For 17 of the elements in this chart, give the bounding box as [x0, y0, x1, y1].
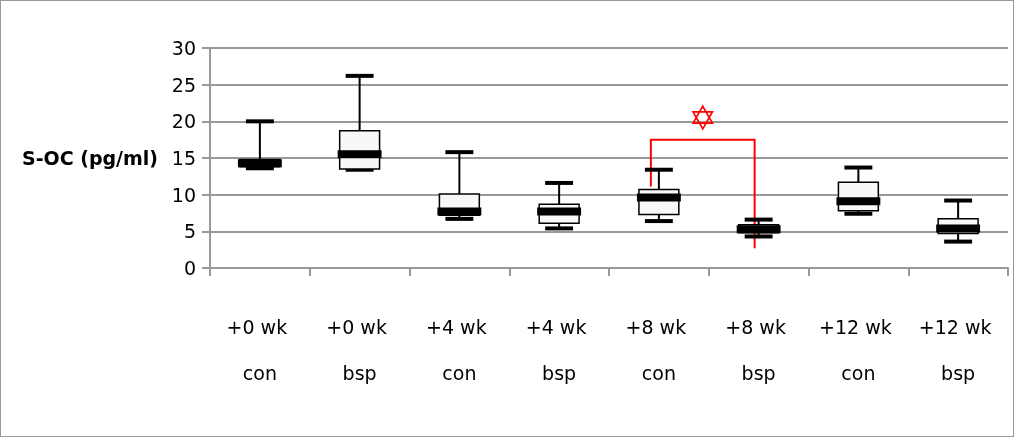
category-label: +8 wk con — [625, 316, 687, 384]
y-tick-label: 0 — [183, 257, 196, 279]
category-label: +12 wk bsp — [918, 316, 992, 384]
y-axis-title: S-OC (pg/ml) — [21, 147, 159, 169]
y-tick-label: 5 — [183, 220, 196, 243]
category-label: +8 wk bsp — [725, 316, 786, 384]
y-tick-label: 25 — [171, 73, 196, 96]
y-tick-label: 20 — [171, 110, 196, 133]
annotation: ✡ — [688, 97, 717, 138]
category-label: +12 wk con — [819, 316, 892, 384]
y-tick-label: 15 — [171, 147, 196, 169]
y-tick-label: 10 — [171, 183, 196, 206]
category-label: +4 wk bsp — [525, 316, 587, 384]
category-label: +4 wk con — [426, 316, 487, 384]
y-tick-label: 30 — [171, 37, 196, 59]
category-label: +0 wk bsp — [326, 316, 387, 384]
category-label: +0 wk con — [226, 316, 288, 384]
